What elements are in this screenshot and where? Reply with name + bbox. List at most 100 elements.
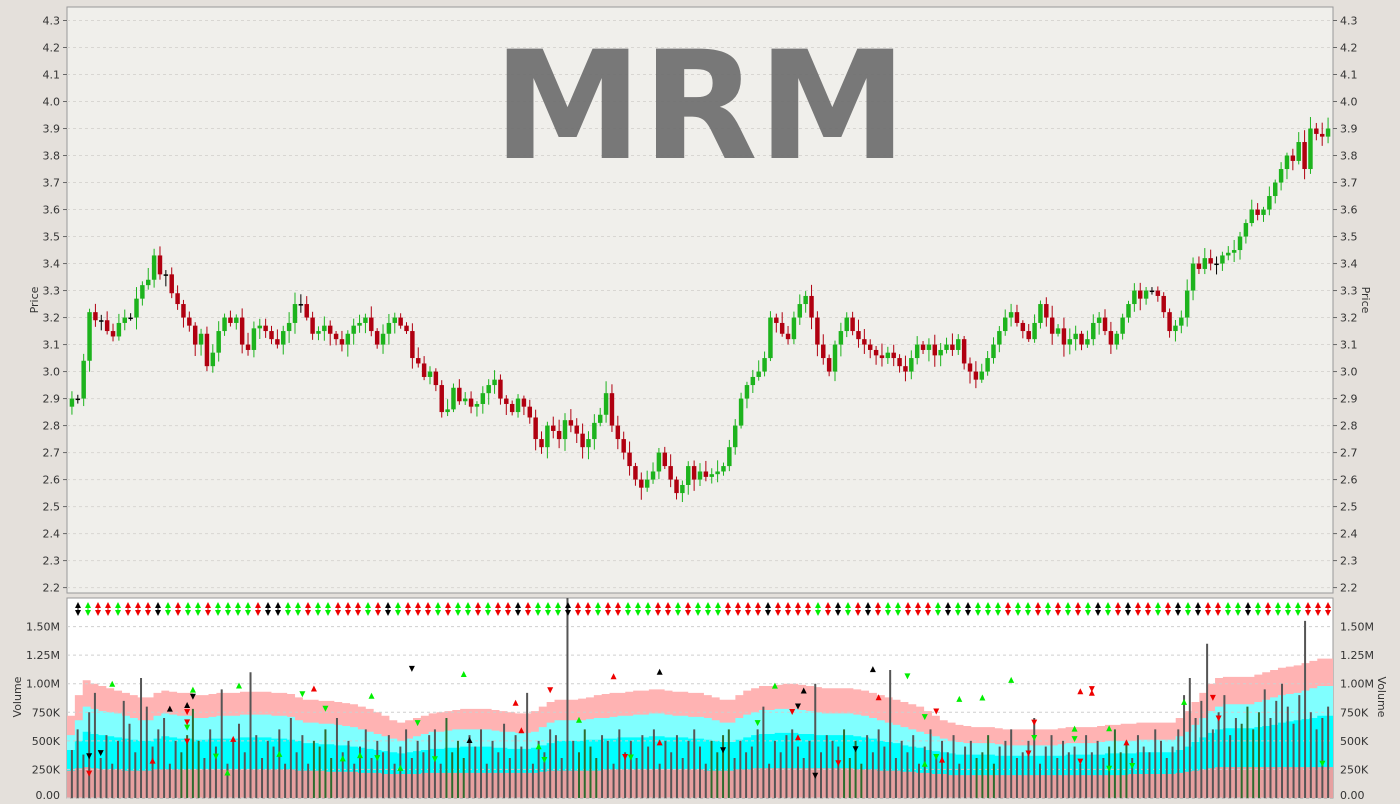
price-candle: [369, 306, 374, 337]
price-tick-label: 2.6: [43, 474, 61, 487]
signal-strip-mark: [565, 602, 571, 616]
price-candle: [345, 330, 351, 357]
price-candle: [275, 329, 280, 349]
price-candle: [339, 330, 345, 352]
price-candle: [1290, 148, 1296, 171]
signal-marker: [1031, 719, 1038, 726]
price-candle: [1296, 132, 1301, 165]
price-candle: [867, 339, 873, 359]
signal-strip-mark: [495, 602, 501, 616]
price-candle: [245, 332, 251, 356]
price-candle: [838, 322, 844, 357]
signal-strip-mark: [805, 602, 811, 616]
price-candle: [439, 380, 444, 418]
signal-marker: [1008, 676, 1015, 683]
signal-strip-mark: [1285, 602, 1291, 616]
price-candle: [1226, 246, 1231, 261]
signal-marker: [979, 694, 986, 701]
price-tick-label: 3.0: [43, 366, 61, 379]
signal-strip-mark: [615, 602, 621, 616]
volume-panel: 0.00 250K 500K 750K 1.00M 1.25M 1.50M 0.00 250K…: [11, 597, 1388, 802]
signal-strip-mark: [345, 602, 351, 616]
signal-strip-mark: [1315, 602, 1321, 616]
price-axis-right: 2.2 2.3 2.4 2.5 2.6 2.7 2.8 2.9 3.0 3.1 3.2 3.3 3.4 3…: [1333, 15, 1358, 595]
signal-marker: [656, 668, 663, 675]
signal-strip-mark: [665, 602, 671, 616]
price-candle: [738, 392, 744, 429]
signal-strip-mark: [595, 602, 601, 616]
signal-marker: [1129, 762, 1136, 769]
signal-strip-mark: [465, 602, 471, 616]
volume-tick-label: 1.00M: [26, 678, 60, 691]
volume-tick-label: 1.50M: [1340, 621, 1374, 634]
price-candle: [709, 468, 714, 484]
price-candle: [1138, 282, 1143, 311]
price-candle: [985, 350, 990, 376]
signal-strip-mark: [865, 602, 871, 616]
price-candle: [1255, 203, 1260, 221]
volume-tick-label: 1.25M: [26, 649, 60, 662]
price-candle: [351, 318, 356, 345]
signal-strip-mark: [1095, 602, 1101, 616]
price-tick-label: 3.6: [43, 204, 61, 217]
signal-strip-mark: [705, 602, 711, 616]
price-candle: [1091, 314, 1096, 346]
signal-strip-mark: [1305, 602, 1311, 616]
signal-marker: [720, 747, 727, 754]
signal-strip-mark: [775, 602, 781, 616]
price-tick-label: 2.6: [1340, 474, 1358, 487]
signal-marker: [1106, 725, 1113, 732]
price-candle: [956, 334, 961, 355]
signal-strip-mark: [755, 602, 761, 616]
price-candle: [1002, 309, 1008, 336]
price-candle: [914, 336, 920, 365]
price-tick-label: 4.1: [43, 69, 61, 82]
price-candle: [744, 381, 750, 409]
price-tick-label: 2.9: [43, 393, 61, 406]
signal-strip-mark: [125, 602, 131, 616]
signal-strip-mark: [1085, 602, 1091, 616]
signal-strip-mark: [155, 602, 161, 616]
price-candle: [592, 414, 597, 450]
volume-axis-right: 0.00 250K 500K 750K 1.00M 1.25M 1.50M: [1340, 621, 1374, 802]
signal-marker: [933, 753, 940, 760]
price-candle: [486, 379, 491, 405]
signal-strip-mark: [1265, 602, 1271, 616]
signal-marker: [431, 756, 438, 763]
price-candle: [1067, 328, 1073, 355]
price-candle: [234, 314, 239, 330]
signal-strip-mark: [1155, 602, 1161, 616]
price-candle: [281, 325, 286, 355]
price-candle: [1120, 313, 1125, 340]
price-tick-label: 3.9: [43, 123, 61, 136]
price-candle: [1208, 249, 1213, 271]
price-tick-label: 3.1: [1340, 339, 1358, 352]
signal-marker: [460, 670, 467, 677]
price-candle: [844, 312, 849, 338]
price-candle: [774, 313, 779, 333]
signal-strip-mark: [995, 602, 1001, 616]
signal-strip-mark: [895, 602, 901, 616]
price-candle: [1278, 162, 1284, 191]
signal-marker: [184, 719, 191, 726]
price-candle: [316, 326, 321, 341]
price-candle: [903, 355, 908, 382]
price-tick-label: 3.0: [1340, 366, 1358, 379]
signal-strip-mark: [555, 602, 561, 616]
signal-marker: [1209, 694, 1216, 701]
price-candle: [322, 316, 327, 341]
price-candle: [210, 344, 216, 373]
signal-strip-mark: [685, 602, 691, 616]
signal-strip-mark: [235, 602, 241, 616]
price-tick-label: 3.5: [43, 231, 61, 244]
price-candle: [1149, 287, 1155, 295]
price-candle: [897, 354, 902, 373]
signal-strip: [75, 602, 1331, 616]
signal-marker: [1071, 736, 1078, 743]
signal-strip-mark: [575, 602, 581, 616]
signal-strip-mark: [765, 602, 771, 616]
signal-strip-mark: [635, 602, 641, 616]
signal-marker: [166, 705, 173, 712]
price-candle: [416, 347, 421, 368]
signal-marker: [184, 724, 191, 731]
